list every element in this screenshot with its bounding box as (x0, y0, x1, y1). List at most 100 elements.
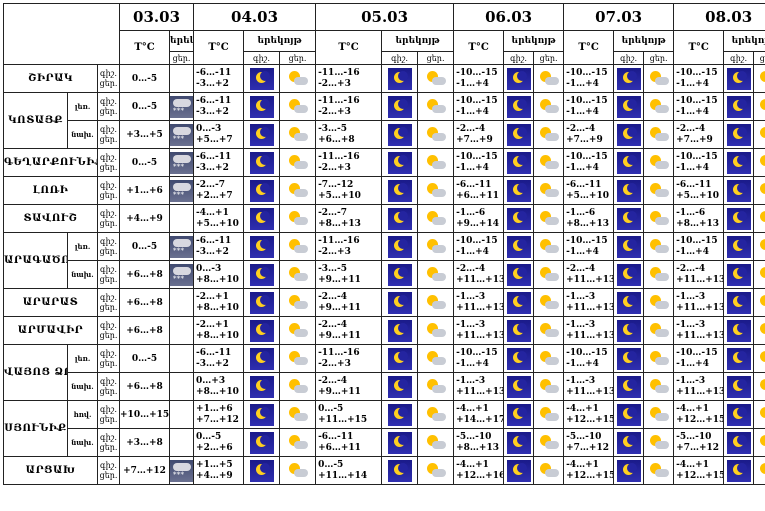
temp-value: 0…-5 (119, 232, 171, 261)
day-subheader: ցեր. (279, 51, 317, 65)
night-icon-cell (503, 288, 535, 317)
region-name: ԼՈՌԻ (3, 176, 98, 205)
sun-cloud-icon (756, 403, 765, 426)
forecast-row: նախ. գիշ․ ցեր. +6…+8 0…+3 +8…+10 -2…-4 +9…+11 -1… (4, 372, 765, 401)
forecast-row: ԿՈՏԱՅՔլեռ.գիշ․ցեր.0…-5-6…-11-3…+2-11…-16… (3, 92, 765, 149)
day-icon-cell (417, 148, 455, 177)
forecast-row: նախ. գիշ․ ցեր. +3…+8 0…-5 +2…+6 -6…-11 +6…+11 -5… (4, 428, 765, 457)
moon-icon (506, 459, 531, 482)
night-icon-cell (723, 148, 755, 177)
night-icon-cell (243, 344, 281, 373)
sun-cloud-icon (536, 263, 561, 286)
moon-icon (387, 459, 412, 482)
night-icon-cell (381, 260, 419, 289)
night-icon-cell (613, 120, 645, 149)
night-temp: -4…+1 (676, 459, 709, 470)
temp-range: -1…-3 +11…+13 (673, 372, 725, 401)
day-icon-cell (279, 204, 317, 233)
night-temp: -11…-16 (318, 347, 360, 358)
moon-icon (616, 347, 641, 370)
temp-range: -11…-16 -2…+3 (315, 92, 383, 121)
temp-range: -2…-4 +9…+11 (315, 288, 383, 317)
temp-range: +1…+5 +4…+9 (193, 456, 245, 485)
forecast-row: ԱՐՄԱՎԻՐ գիշ․ ցեր. +6…+8 -2…+1 +8…+10 -2…-4 +9…+… (3, 316, 765, 345)
day-temp: +9…+14 (456, 218, 499, 229)
day-icon-cell (753, 288, 765, 317)
temp-header: T°C (315, 30, 383, 65)
day-icon-cell (643, 288, 675, 317)
day-label: ցեր. (99, 78, 118, 88)
night-temp: -6…-11 (196, 67, 232, 78)
night-icon-cell (503, 372, 535, 401)
sun-cloud-icon (756, 431, 765, 454)
night-temp: -1…-3 (676, 375, 706, 386)
day-temp: +11…+13 (456, 302, 504, 313)
sun-cloud-icon (536, 375, 561, 398)
night-icon-cell (723, 372, 755, 401)
night-temp: -1…-6 (456, 207, 486, 218)
day-label: ցեր. (99, 274, 118, 284)
sun-cloud-icon (646, 151, 671, 174)
temp-range: -10…-15 -1…+4 (563, 92, 615, 121)
night-subheader: գիշ․ (381, 51, 419, 65)
day-icon-cell (533, 148, 565, 177)
day-icon-cell (417, 456, 455, 485)
region-name: ԿՈՏԱՅՔ (3, 92, 68, 149)
day-icon-cell (279, 344, 317, 373)
night-label: գիշ․ (100, 432, 117, 442)
moon-icon (506, 431, 531, 454)
night-day-label: գիշ․ ցեր. (96, 92, 121, 121)
day-temp: -1…+4 (566, 78, 599, 89)
weather-icon-cell (169, 148, 195, 177)
day-temp: +9…+11 (318, 302, 361, 313)
temp-value: +6…+8 (119, 372, 171, 401)
night-subheader: գիշ․ (723, 51, 755, 65)
sun-cloud-icon (536, 403, 561, 426)
day-icon-cell (753, 92, 765, 121)
day-label: ցեր. (99, 330, 118, 340)
day-temp: -1…+4 (456, 246, 489, 257)
night-day-label: գիշ․ ցեր. (96, 428, 121, 457)
date-header: 03.03 (119, 3, 195, 31)
day-subheader: ցեր. (753, 51, 765, 65)
forecast-row: նախ.գիշ․ցեր.+6…+8 0…-3+8…+10 -3…-5+9…+11 -2… (4, 260, 765, 289)
day-icon-cell (533, 92, 565, 121)
night-temp: -10…-15 (676, 151, 718, 162)
temp-range: -10…-15 -1…+4 (453, 148, 505, 177)
day-icon-cell (533, 176, 565, 205)
day-icon-cell (533, 372, 565, 401)
night-temp: -6…-11 (196, 95, 232, 106)
temp-range: -1…-3 +11…+13 (673, 288, 725, 317)
night-label: գիշ․ (100, 320, 117, 330)
sun-cloud-icon (423, 403, 448, 426)
night-temp: -5…-10 (566, 431, 602, 442)
sun-cloud-icon (756, 459, 765, 482)
subregion-label: նախ. (67, 260, 98, 289)
temp-value: +6…+8 (119, 260, 171, 289)
sun-cloud-icon (285, 403, 310, 426)
temp-range: -1…-3 +11…+13 (453, 372, 505, 401)
night-temp: -11…-16 (318, 95, 360, 106)
weather-icon-cell (169, 316, 195, 345)
night-icon-cell (243, 204, 281, 233)
sun-cloud-icon (285, 67, 310, 90)
day-icon-cell (753, 176, 765, 205)
night-icon-cell (381, 344, 419, 373)
snow-icon (170, 95, 193, 118)
day-label: ցեր. (99, 218, 118, 228)
day-icon-cell (643, 176, 675, 205)
day-temp: +8…+13 (456, 442, 499, 453)
day-icon-cell (643, 204, 675, 233)
night-icon-cell (613, 372, 645, 401)
day-icon-cell (643, 456, 675, 485)
temp-range: -7…-12 +5…+10 (315, 176, 383, 205)
night-icon-cell (723, 288, 755, 317)
moon-icon (616, 151, 641, 174)
day-temp: +2…+7 (196, 190, 233, 201)
region-name: ՍՅՈՒՆԻՔ (3, 400, 68, 457)
sun-cloud-icon (756, 123, 765, 146)
weather-icon-cell (169, 288, 195, 317)
temp-range: -10…-15 -1…+4 (453, 232, 505, 261)
night-day-header: երեկոյթ (723, 30, 765, 52)
sun-cloud-icon (423, 319, 448, 342)
